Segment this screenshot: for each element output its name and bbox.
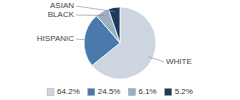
slice-label: HISPANIC: [37, 34, 74, 43]
legend-swatch: [47, 89, 54, 96]
chart-svg: WHITE HISPANIC BLACKASIAN 64.2% 24.5% 6.1% 5.2…: [0, 0, 240, 100]
legend-swatch: [128, 89, 135, 96]
leader-line: [149, 57, 164, 62]
slice-label: BLACK: [48, 10, 75, 19]
legend-label: 24.5%: [98, 87, 121, 96]
leader-line: [76, 6, 115, 12]
legend-swatch: [88, 89, 95, 96]
legend: 64.2% 24.5% 6.1% 5.2%: [47, 87, 193, 96]
legend-item: 6.1%: [128, 87, 156, 96]
leader-line: [76, 39, 88, 40]
pie: WHITE HISPANIC BLACKASIAN: [37, 1, 192, 79]
slice-label: WHITE: [166, 57, 192, 66]
legend-item: 64.2%: [47, 87, 80, 96]
slice-label: ASIAN: [50, 1, 74, 10]
leader-line: [76, 15, 104, 16]
pie-slice: [108, 7, 120, 43]
legend-swatch: [165, 89, 172, 96]
chart-container: WHITE HISPANIC BLACKASIAN 64.2% 24.5% 6.1% 5.2…: [0, 0, 240, 100]
legend-item: 5.2%: [165, 87, 193, 96]
legend-label: 6.1%: [138, 87, 156, 96]
legend-label: 5.2%: [175, 87, 193, 96]
legend-label: 64.2%: [57, 87, 80, 96]
legend-item: 24.5%: [88, 87, 121, 96]
